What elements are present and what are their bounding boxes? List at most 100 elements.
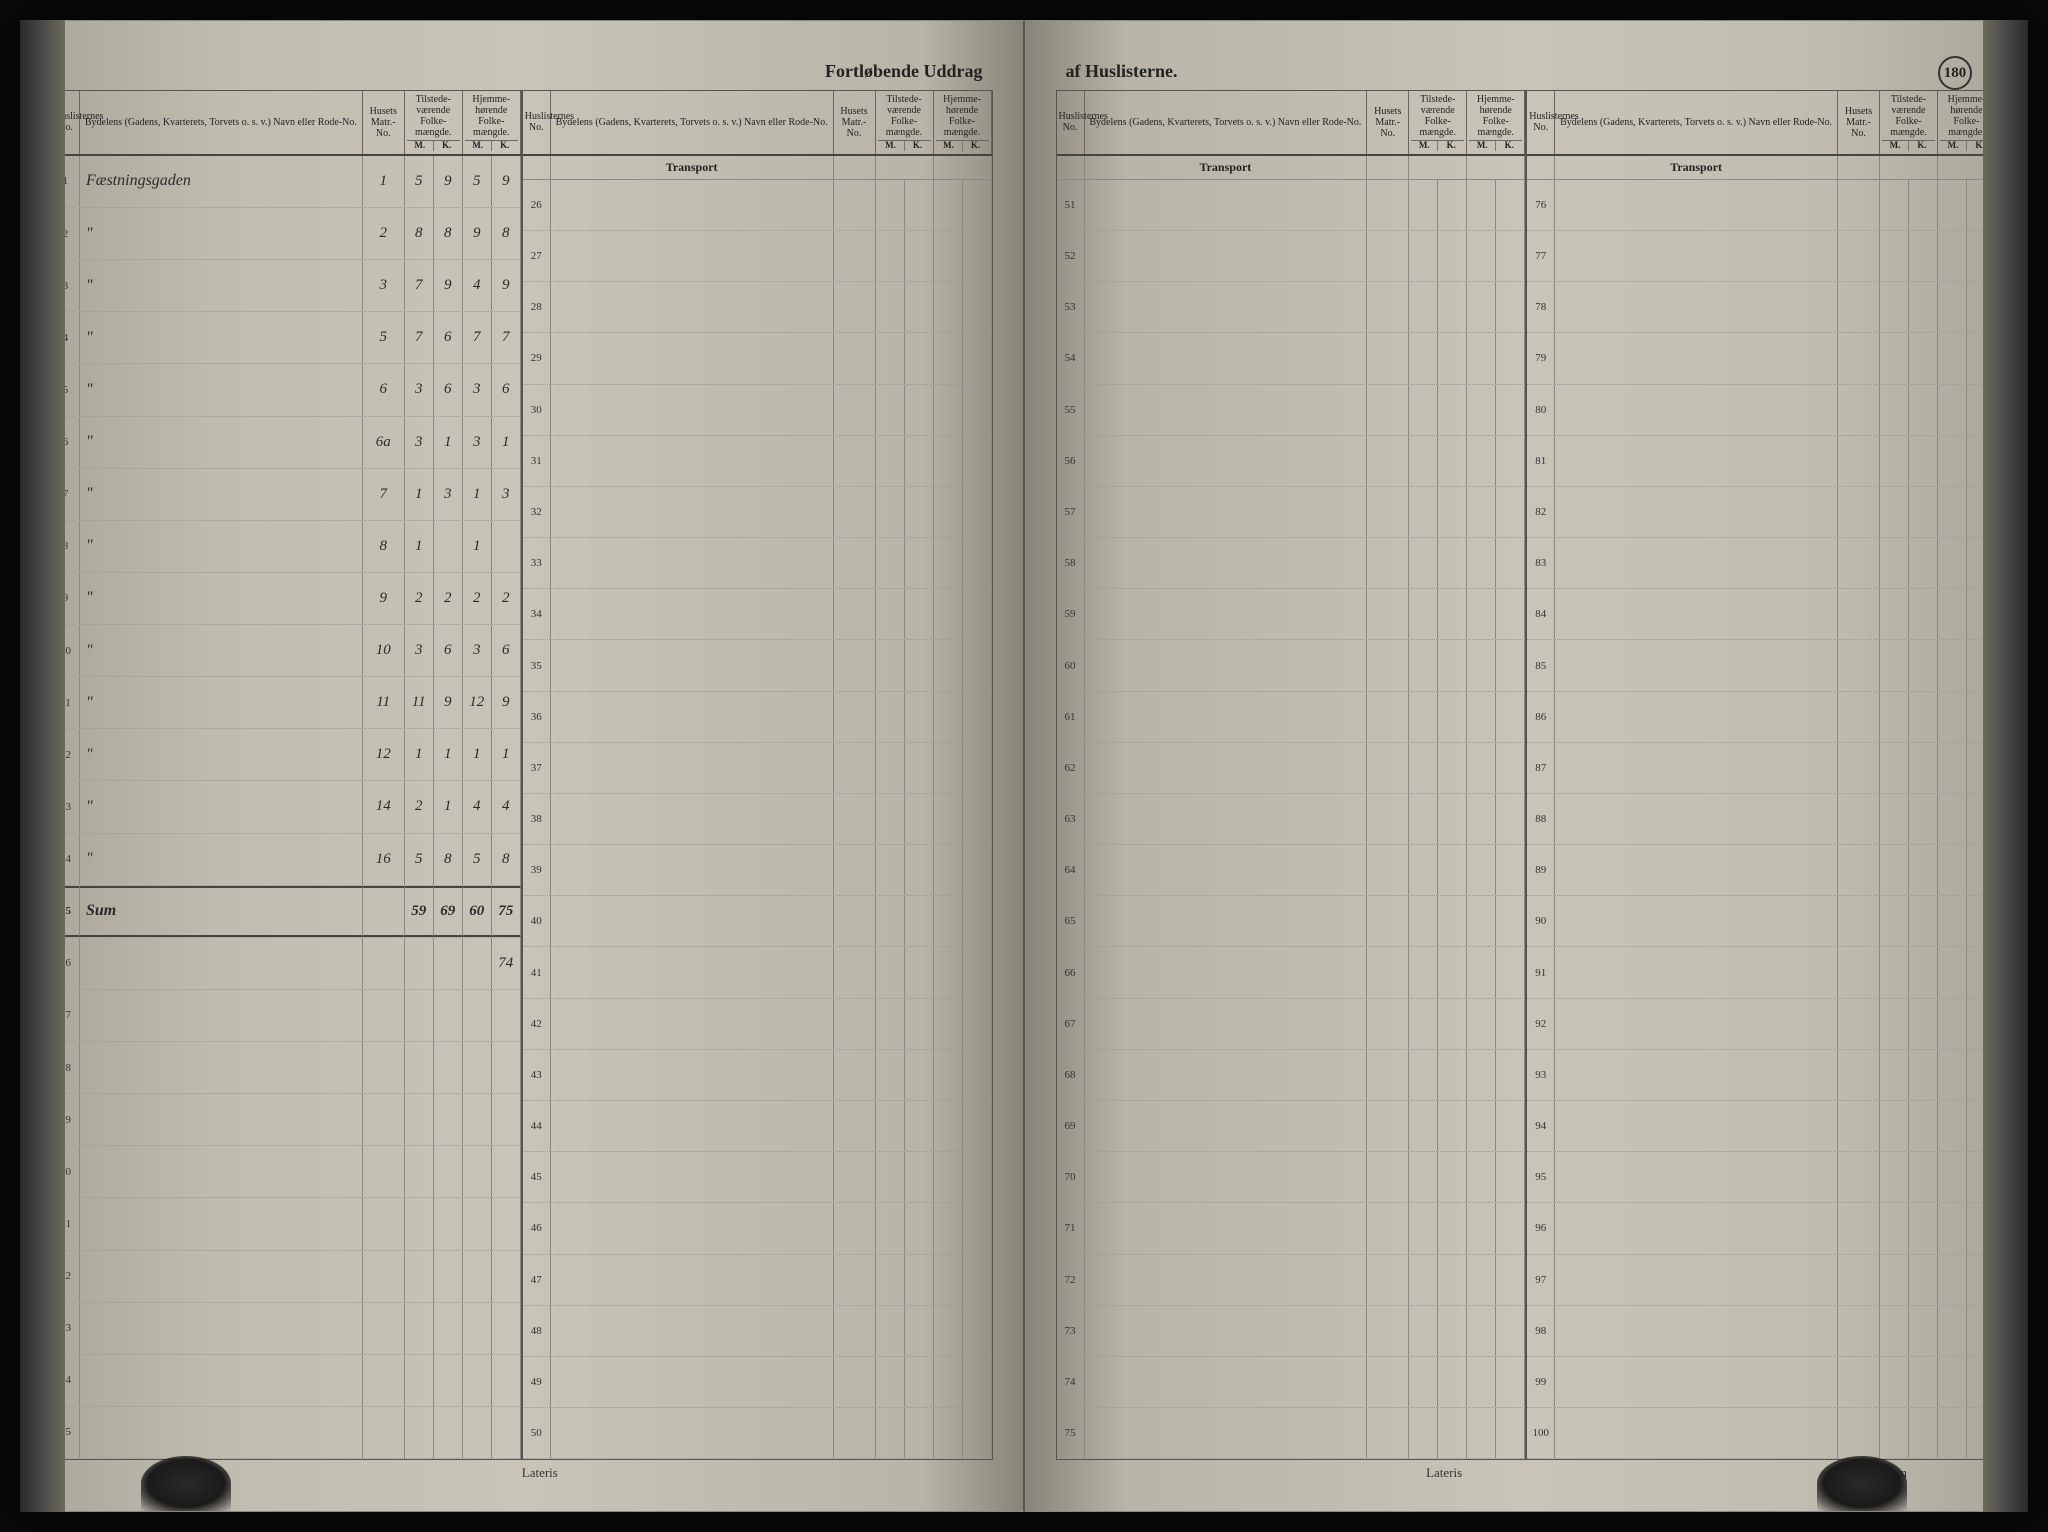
row-tk — [1438, 1357, 1467, 1407]
row-hk — [1496, 1255, 1525, 1305]
row-matr — [363, 1407, 405, 1458]
table-row: 23 — [52, 1303, 521, 1355]
table-row: 42 — [523, 999, 992, 1050]
row-number: 86 — [1527, 692, 1555, 742]
row-matr — [1838, 1357, 1880, 1407]
table-row: 82 — [1527, 487, 1996, 538]
table-row: 99 — [1527, 1357, 1996, 1408]
table-row: 17 — [52, 990, 521, 1042]
row-hm — [934, 538, 963, 588]
row-tk — [1438, 1203, 1467, 1253]
row-tk — [905, 640, 934, 690]
row-matr — [1367, 231, 1409, 281]
table-row: 45 — [523, 1152, 992, 1203]
row-tk — [1438, 947, 1467, 997]
row-tk — [905, 436, 934, 486]
row-tm — [876, 896, 905, 946]
row-hk — [1496, 743, 1525, 793]
row-hk — [1496, 1101, 1525, 1151]
row-name: " — [80, 208, 363, 259]
row-matr: 16 — [363, 834, 405, 885]
row-matr — [1838, 1255, 1880, 1305]
row-hm: 1 — [463, 729, 492, 780]
row-hm — [934, 1152, 963, 1202]
row-name — [1555, 794, 1838, 844]
row-tk — [1438, 1152, 1467, 1202]
table-row: 53 — [1057, 282, 1526, 333]
row-number: 73 — [1057, 1306, 1085, 1356]
row-tk — [1438, 640, 1467, 690]
row-tm — [405, 1251, 434, 1302]
row-matr — [1838, 538, 1880, 588]
table-row: 70 — [1057, 1152, 1526, 1203]
row-hk — [963, 1101, 992, 1151]
row-tk — [1438, 282, 1467, 332]
table-row: 4"57677 — [52, 312, 521, 364]
row-hm: 5 — [463, 156, 492, 207]
row-name — [551, 794, 834, 844]
row-name — [1555, 487, 1838, 537]
row-hk: 9 — [492, 677, 521, 728]
row-name — [1085, 1306, 1368, 1356]
row-name: " — [80, 521, 363, 572]
row-hm — [463, 1355, 492, 1406]
row-number: 54 — [1057, 333, 1085, 383]
footer-lateris-2: Lateris — [522, 1465, 558, 1481]
row-tm — [405, 1042, 434, 1093]
row-matr — [1838, 692, 1880, 742]
row-hm — [1938, 1152, 1967, 1202]
column-block-4: Huslisternes No. Bydelens (Gadens, Kvart… — [1526, 90, 1997, 1460]
row-tk — [1909, 1152, 1938, 1202]
row-name — [551, 1203, 834, 1253]
row-tk — [1438, 1050, 1467, 1100]
row-tk — [1909, 845, 1938, 895]
row-number: 71 — [1057, 1203, 1085, 1253]
row-hm — [1467, 999, 1496, 1049]
row-hk — [492, 1042, 521, 1093]
row-tk — [1438, 1306, 1467, 1356]
header-num: Huslisternes No. — [1527, 91, 1555, 154]
table-row: 33 — [523, 538, 992, 589]
row-tm — [1409, 1306, 1438, 1356]
row-tm — [876, 1050, 905, 1100]
row-name — [1085, 743, 1368, 793]
row-name — [551, 333, 834, 383]
row-matr — [1838, 436, 1880, 486]
row-hm — [1938, 999, 1967, 1049]
row-hk — [1496, 794, 1525, 844]
row-hm — [1938, 487, 1967, 537]
row-name — [1555, 896, 1838, 946]
row-matr — [1367, 282, 1409, 332]
row-name — [1555, 999, 1838, 1049]
table-row: 37 — [523, 743, 992, 794]
row-hm — [934, 947, 963, 997]
row-number: 100 — [1527, 1408, 1555, 1458]
row-name — [551, 947, 834, 997]
row-hm — [934, 1306, 963, 1356]
row-name — [1085, 180, 1368, 230]
row-tk — [1438, 487, 1467, 537]
row-number: 95 — [1527, 1152, 1555, 1202]
row-matr: 3 — [363, 260, 405, 311]
row-tm — [405, 1146, 434, 1197]
row-tm: 8 — [405, 208, 434, 259]
table-row: 89 — [1527, 845, 1996, 896]
row-name — [551, 845, 834, 895]
row-tk — [1438, 794, 1467, 844]
table-row: 29 — [523, 333, 992, 384]
table-row: 22 — [52, 1251, 521, 1303]
thumb-shadow-right — [1817, 1456, 1907, 1511]
table-row: 92 — [1527, 999, 1996, 1050]
table-row: 74 — [1057, 1357, 1526, 1408]
table-row: 43 — [523, 1050, 992, 1101]
row-tk: 9 — [434, 677, 463, 728]
row-number: 63 — [1057, 794, 1085, 844]
row-tk: 6 — [434, 312, 463, 363]
row-number: 40 — [523, 896, 551, 946]
table-row: 85 — [1527, 640, 1996, 691]
row-hk: 7 — [492, 312, 521, 363]
row-tm — [876, 794, 905, 844]
table-row: 95 — [1527, 1152, 1996, 1203]
table-row: 1674 — [52, 938, 521, 990]
row-matr: 12 — [363, 729, 405, 780]
